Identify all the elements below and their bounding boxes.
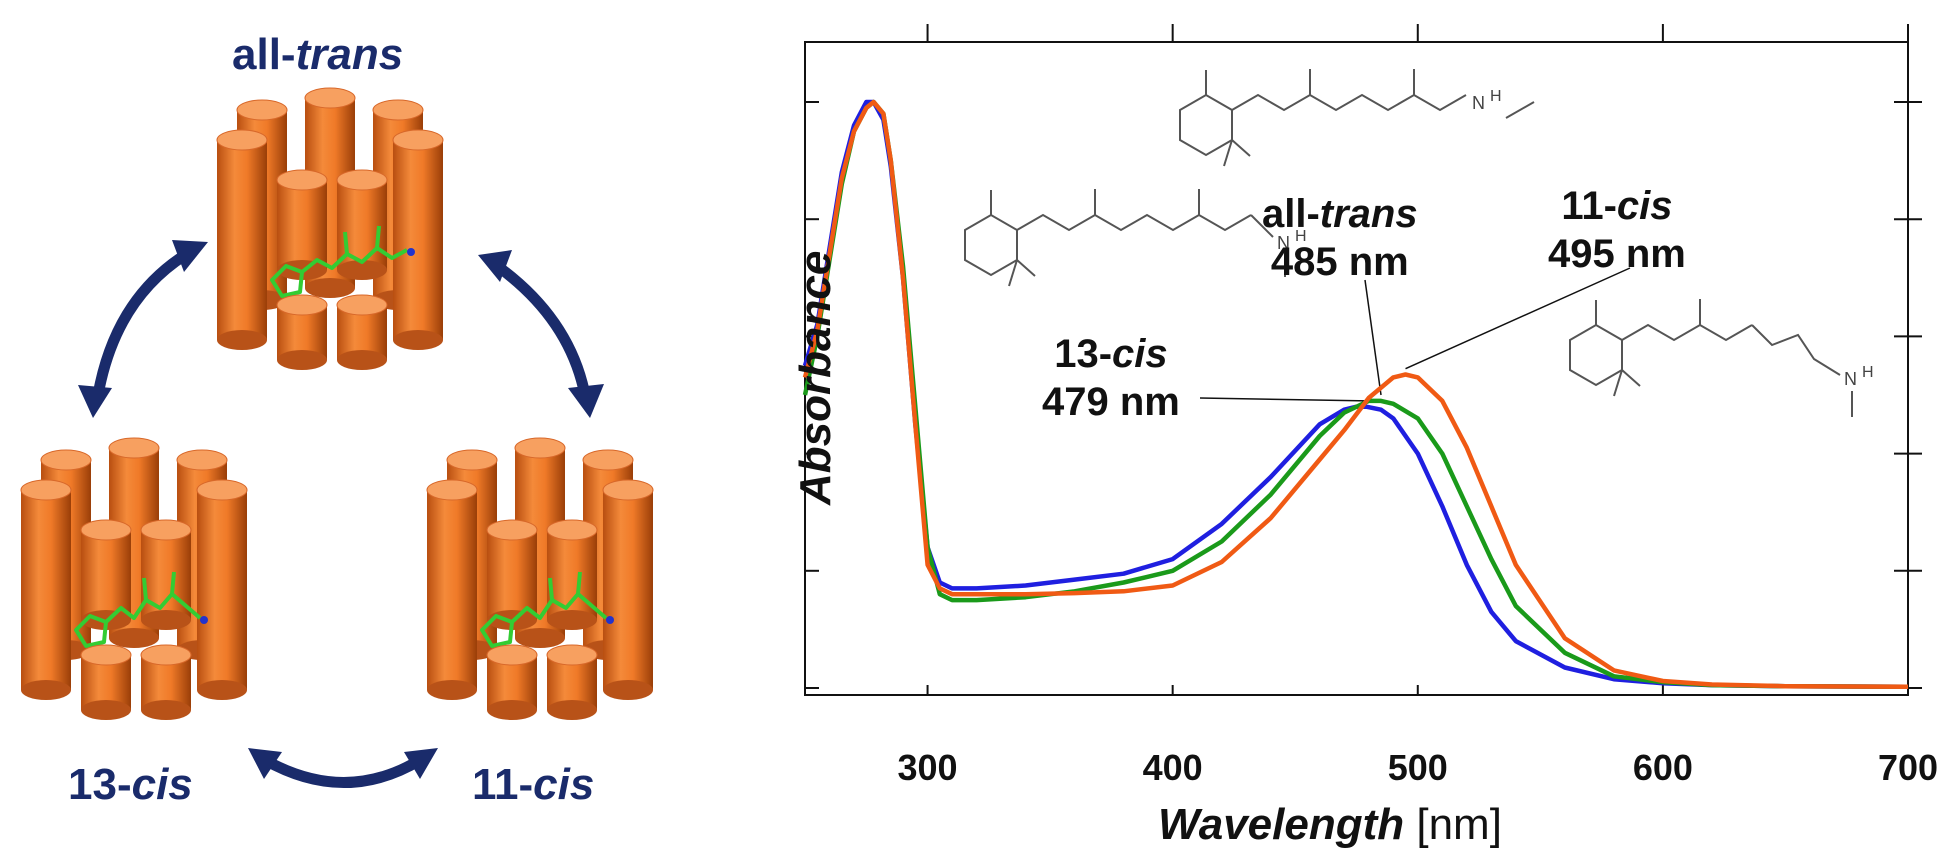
- cis-bend-chain-icon: [1751, 324, 1841, 376]
- x-axis-label: Wavelength [nm]: [1158, 800, 1502, 850]
- helix-mid-right: [602, 479, 654, 700]
- leader-11-cis: [1405, 267, 1631, 370]
- x-tick-label: 300: [898, 747, 958, 788]
- x-tick-label: 400: [1143, 747, 1203, 788]
- helix-mid-left: [216, 129, 268, 350]
- y-axis-label: Absorbance: [791, 250, 840, 505]
- annotation-13-cis-value: 479 nm: [1042, 380, 1180, 424]
- helix-front-right-lower: [546, 644, 598, 720]
- series-cis11_line: [802, 99, 1909, 690]
- x-tick-labels: 300 400 500 600 700: [898, 747, 1939, 788]
- annotation-13-cis: 13-cis 479 nm: [1042, 332, 1180, 424]
- retinal-chromophore-icon: [480, 571, 614, 648]
- helix-front-left-lower: [80, 644, 132, 720]
- helix-front-right-lower: [336, 294, 388, 370]
- cyclohexene-ring-icon: [964, 213, 1018, 277]
- polyene-chain-icon: [1231, 93, 1467, 112]
- helix-mid-right: [196, 479, 248, 700]
- cyclohexene-ring-icon: [1569, 323, 1623, 387]
- cyclohexene-ring-icon: [1179, 93, 1233, 157]
- isomerization-arrows: [92, 250, 591, 788]
- x-tick-label: 600: [1633, 747, 1693, 788]
- x-tick-label: 700: [1878, 747, 1938, 788]
- polyene-chain-icon: [1621, 323, 1753, 342]
- helix-front-left-lower: [276, 294, 328, 370]
- helix-mid-right: [392, 129, 444, 350]
- retinal-chromophore-icon: [74, 571, 208, 648]
- helix-mid-left: [20, 479, 72, 700]
- nitrogen-label: N: [1844, 369, 1857, 389]
- nitrogen-label: N: [1472, 93, 1485, 113]
- arrow-bottom-icon: [262, 755, 423, 788]
- annotation-11-cis-value: 495 nm: [1548, 232, 1686, 276]
- nitrogen-label: N: [1277, 233, 1290, 253]
- arrow-top-left-icon: [92, 250, 188, 396]
- helix-front-left-upper: [80, 519, 132, 630]
- x-axis-label-quantity: Wavelength: [1158, 800, 1405, 849]
- label-all-trans: all-trans: [232, 30, 404, 79]
- spectrum-curves: [802, 99, 1909, 690]
- annotation-all-trans-value: 485 nm: [1270, 240, 1409, 284]
- annotation-11-cis: 11-cis 495 nm: [1548, 184, 1686, 276]
- polyene-chain-icon: [1016, 213, 1252, 232]
- helix-bundle-all-trans: [216, 87, 444, 370]
- annotation-all-trans: all-trans 485 nm: [1262, 192, 1418, 284]
- arrow-top-right-icon: [496, 263, 591, 397]
- annotation-leaders: [1199, 267, 1631, 402]
- helix-mid-left: [426, 479, 478, 700]
- hydrogen-label: H: [1862, 364, 1874, 381]
- x-axis-label-unit: [nm]: [1416, 800, 1502, 849]
- helix-front-left-upper: [276, 169, 328, 280]
- hydrogen-label: H: [1490, 88, 1502, 105]
- retinal-chromophore-icon: [270, 225, 415, 298]
- plot-frame: [804, 41, 1909, 696]
- helix-bundle-13-cis: [20, 437, 248, 720]
- rhodopsin-isomer-scheme: [20, 87, 654, 788]
- helix-front-left-lower: [486, 644, 538, 720]
- x-tick-label: 500: [1388, 747, 1448, 788]
- leader-all-trans: [1364, 279, 1382, 396]
- helix-bundle-11-cis: [426, 437, 654, 720]
- hydrogen-label: H: [1295, 228, 1307, 245]
- axis-ticks: [805, 24, 1922, 695]
- helix-front-right-lower: [140, 644, 192, 720]
- label-11-cis: 11-cis: [472, 760, 595, 809]
- arrowheads: [78, 240, 604, 779]
- retinal-structures: N HN HN H: [964, 69, 1874, 417]
- leader-13-cis: [1199, 397, 1367, 402]
- label-13-cis: 13-cis: [68, 760, 193, 809]
